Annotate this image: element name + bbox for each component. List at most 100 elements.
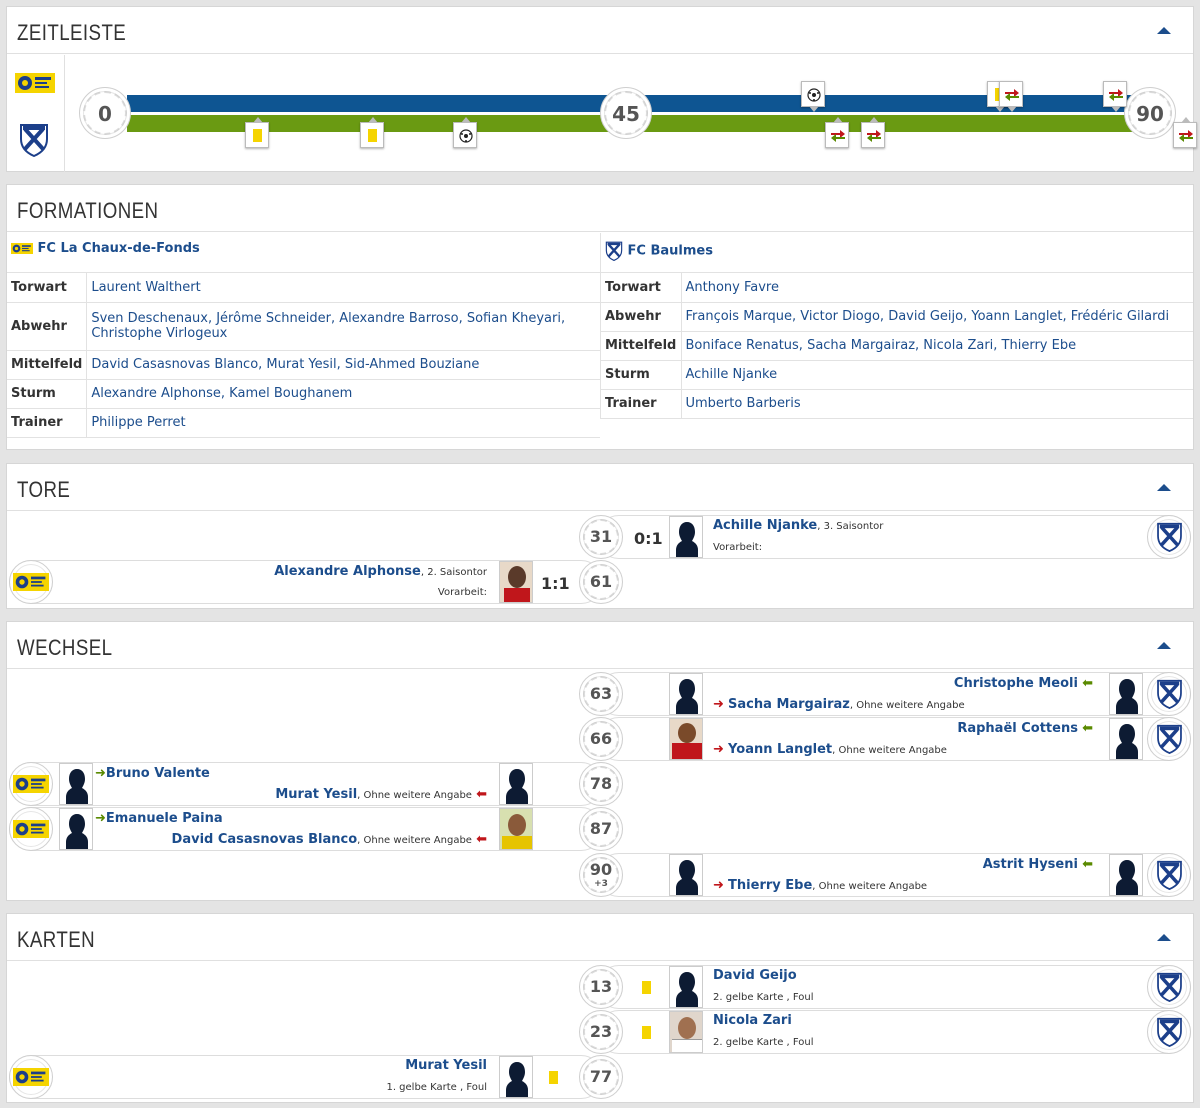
row-players[interactable]: Laurent Walthert xyxy=(86,273,600,303)
timeline-sub-marker[interactable] xyxy=(861,117,885,148)
avatar[interactable] xyxy=(669,1011,703,1053)
sub-in: Raphaël Cottens ⬅ xyxy=(957,721,1093,736)
card-detail: 2. gelbe Karte , Foul xyxy=(713,1037,814,1048)
goals-header[interactable]: TORE xyxy=(7,464,1193,511)
team-badge[interactable] xyxy=(1147,717,1191,761)
avatar[interactable] xyxy=(669,718,703,760)
avatar[interactable] xyxy=(59,763,93,805)
sub-out: ➜ Thierry Ebe, Ohne weitere Angabe xyxy=(713,878,927,893)
player-link[interactable]: Murat Yesil xyxy=(405,1058,487,1073)
timeline-sub-marker[interactable] xyxy=(825,117,849,148)
away-lineup: FC Baulmes Torwart Anthony Favre Abwehr Fr… xyxy=(600,233,1193,419)
player-link[interactable]: Raphaël Cottens xyxy=(957,721,1078,736)
player-link[interactable]: Emanuele Paina xyxy=(105,811,223,826)
team-badge[interactable] xyxy=(9,762,53,806)
timeline-sub-marker[interactable] xyxy=(1103,81,1127,112)
avatar[interactable] xyxy=(499,808,533,850)
avatar[interactable] xyxy=(59,808,93,850)
player-link[interactable]: Christophe Meoli xyxy=(953,676,1078,691)
row-players[interactable]: Philippe Perret xyxy=(86,408,600,438)
away-crest-icon xyxy=(1156,724,1183,754)
row-players[interactable]: Sven Deschenaux, Jérôme Schneider, Alexa… xyxy=(86,302,600,351)
minute-clock: 23 xyxy=(579,1010,623,1054)
player-link[interactable]: Sacha Margairaz xyxy=(728,697,850,712)
row-players[interactable]: François Marque, Victor Diogo, David Gei… xyxy=(681,302,1193,332)
player-link[interactable]: Murat Yesil xyxy=(275,787,358,802)
row-players[interactable]: Umberto Barberis xyxy=(681,389,1193,419)
player-silhouette-icon xyxy=(1114,677,1140,715)
team-badge[interactable] xyxy=(1147,965,1191,1009)
home-team-heading[interactable]: FC La Chaux-de-Fonds xyxy=(7,233,600,273)
team-badge[interactable] xyxy=(9,1055,53,1099)
player-link[interactable]: David Casasnovas Blanco xyxy=(171,832,358,847)
substitution-icon xyxy=(1108,88,1124,102)
avatar[interactable] xyxy=(499,763,533,805)
away-crest-icon xyxy=(19,123,49,157)
avatar[interactable] xyxy=(669,516,703,558)
avatar[interactable] xyxy=(669,673,703,715)
timeline-goal-marker[interactable] xyxy=(801,81,825,112)
avatar[interactable] xyxy=(1109,854,1143,896)
timeline-sub-marker[interactable] xyxy=(999,81,1023,112)
avatar[interactable] xyxy=(669,966,703,1008)
avatar[interactable] xyxy=(1109,718,1143,760)
row-players[interactable]: Boniface Renatus, Sacha Margairaz, Nicol… xyxy=(681,331,1193,361)
player-silhouette-icon xyxy=(1114,722,1140,760)
timeline-goal-marker[interactable] xyxy=(453,117,477,148)
row-players[interactable]: Anthony Favre xyxy=(681,273,1193,303)
team-badge[interactable] xyxy=(9,807,53,851)
player-link[interactable]: Achille Njanke xyxy=(713,518,818,533)
player-link[interactable]: Yoann Langlet xyxy=(728,742,833,757)
row-label: Mittelfeld xyxy=(601,331,682,361)
player-link[interactable]: Bruno Valente xyxy=(105,766,210,781)
avatar[interactable] xyxy=(669,854,703,896)
timeline-panel: ZEITLEISTE 0 45 90 xyxy=(6,6,1197,172)
row-players[interactable]: David Casasnovas Blanco, Murat Yesil, Si… xyxy=(86,350,600,380)
team-badge[interactable] xyxy=(9,560,53,604)
row-players[interactable]: Alexandre Alphonse, Kamel Boughanem xyxy=(86,379,600,409)
sub-in: Astrit Hyseni ⬅ xyxy=(983,857,1093,872)
home-team-name[interactable]: FC La Chaux-de-Fonds xyxy=(37,241,200,256)
subs-panel: WECHSEL 63 ➜ Sacha Margairaz, Ohne weite… xyxy=(6,621,1194,901)
avatar[interactable] xyxy=(1109,673,1143,715)
timeline-header[interactable]: ZEITLEISTE xyxy=(7,7,1193,54)
player-link[interactable]: Astrit Hyseni xyxy=(982,857,1078,872)
collapse-icon[interactable] xyxy=(1157,934,1171,941)
collapse-icon[interactable] xyxy=(1157,27,1171,34)
team-badge[interactable] xyxy=(1147,853,1191,897)
minute-clock: 31 xyxy=(579,515,623,559)
player-link[interactable]: Nicola Zari xyxy=(713,1013,792,1028)
away-team-heading[interactable]: FC Baulmes xyxy=(601,233,1193,273)
avatar[interactable] xyxy=(499,561,533,603)
avatar[interactable] xyxy=(499,1056,533,1098)
row-label: Trainer xyxy=(7,408,88,438)
cards-header[interactable]: KARTEN xyxy=(7,914,1193,961)
score: 1:1 xyxy=(541,574,570,593)
row-label: Sturm xyxy=(7,379,88,409)
start-clock: 0 xyxy=(79,87,131,139)
row-players[interactable]: Achille Njanke xyxy=(681,360,1193,390)
arrow-out-icon: ⬅ xyxy=(476,787,487,802)
player-link[interactable]: Alexandre Alphonse xyxy=(274,564,421,579)
team-badge[interactable] xyxy=(1147,672,1191,716)
assist-label: Vorarbeit: xyxy=(713,542,763,553)
timeline-card-marker[interactable] xyxy=(360,117,384,148)
subs-header[interactable]: WECHSEL xyxy=(7,622,1193,669)
timeline-sub-marker[interactable] xyxy=(1173,117,1197,148)
home-crest-icon xyxy=(15,73,55,93)
player-link[interactable]: Thierry Ebe xyxy=(728,878,813,893)
team-badge[interactable] xyxy=(1147,515,1191,559)
sub-note: , Ohne weitere Angabe xyxy=(812,881,928,892)
player-link[interactable]: David Geijo xyxy=(713,968,797,983)
away-team-name[interactable]: FC Baulmes xyxy=(627,243,713,259)
sub-note: , Ohne weitere Angabe xyxy=(832,745,947,756)
collapse-icon[interactable] xyxy=(1157,642,1171,649)
home-crest-icon xyxy=(13,573,49,591)
row-label: Mittelfeld xyxy=(7,350,88,380)
timeline-card-marker[interactable] xyxy=(245,117,269,148)
collapse-icon[interactable] xyxy=(1157,484,1171,491)
away-crest-icon xyxy=(1156,522,1183,552)
team-badge[interactable] xyxy=(1147,1010,1191,1054)
player-silhouette-icon xyxy=(1114,858,1140,896)
home-lineup-table: Torwart Laurent Walthert Abwehr Sven Desch… xyxy=(7,273,600,438)
